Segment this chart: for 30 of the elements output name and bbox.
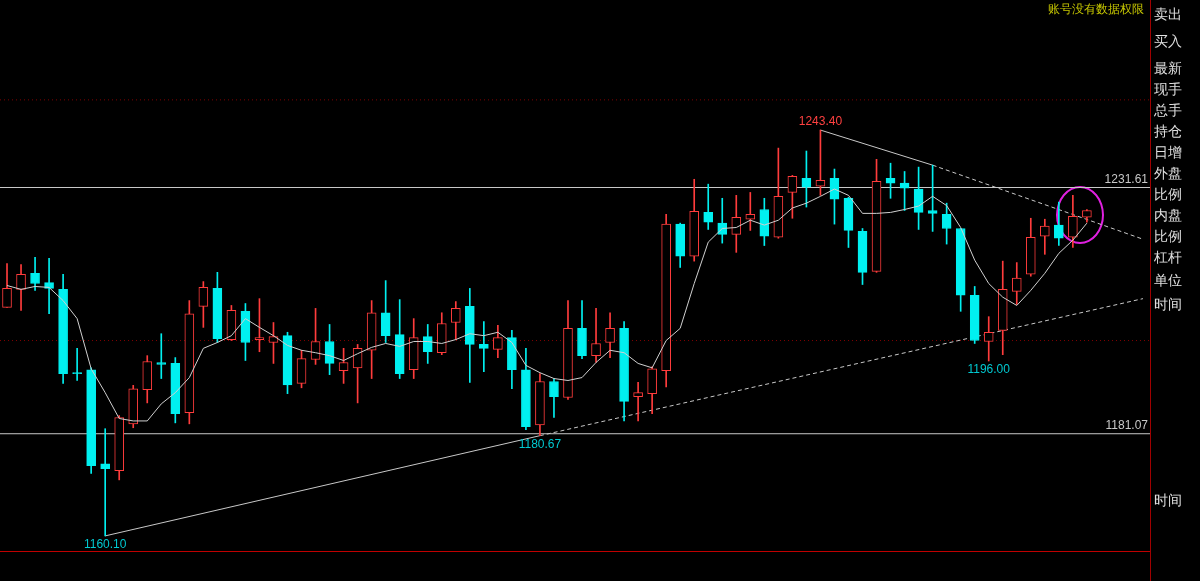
annotation: 账号没有数据权限 [1048,1,1144,18]
candlestick [633,382,643,422]
text: 卖出 [1154,6,1182,24]
annotation: 1180.67 [518,437,562,451]
text: 持仓 [1154,123,1182,141]
ref-line-label: 1181.07 [1105,418,1149,433]
candlestick [44,257,54,315]
candlestick [703,183,714,230]
candlestick [156,333,167,379]
text: 最新 [1154,60,1182,78]
text: 时间 [1154,492,1182,510]
annotation: 1243.40 [798,114,843,129]
text: 比例 [1154,186,1182,204]
ref-line-label: 1231.61 [1104,171,1149,186]
text: 买入 [1154,33,1182,51]
text: 内盘 [1154,207,1182,225]
text: 单位 [1154,272,1182,290]
annotation: 1196.00 [967,362,1011,377]
text: 杠杆 [1154,249,1182,267]
candlestick [745,192,756,231]
text: 总手 [1154,102,1182,120]
text: 日增 [1154,144,1182,162]
text: 现手 [1154,81,1182,99]
candlestick [100,428,111,537]
text: 外盘 [1154,165,1182,183]
annotation: 1160.10 [83,537,127,552]
candlestick [479,321,489,373]
candlestick [983,316,994,362]
text: 比例 [1154,228,1182,246]
text: 时间 [1154,296,1182,314]
